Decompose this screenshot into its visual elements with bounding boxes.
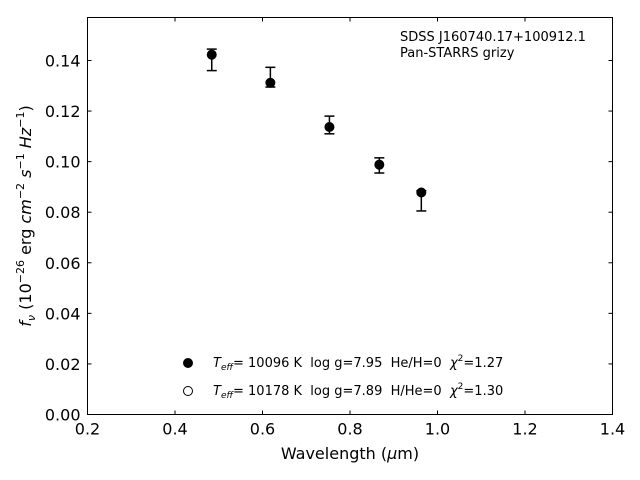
data-point (265, 77, 276, 88)
x-tick-label: 0.6 (250, 420, 275, 439)
y-tick-label: 0.02 (45, 355, 81, 374)
x-tick-label: 0.4 (162, 420, 187, 439)
y-tick-label: 0.14 (45, 51, 81, 70)
error-bars (206, 48, 427, 212)
y-tick-label: 0.12 (45, 102, 81, 121)
y-tick-label: 0.04 (45, 304, 81, 323)
x-tick-label: 1.2 (512, 420, 537, 439)
data-points (206, 49, 427, 198)
data-point (416, 187, 427, 198)
x-tick-label: 0.2 (75, 420, 100, 439)
y-tick-label: 0.00 (45, 406, 81, 425)
legend-entry-1: Teff= 10096 K log g=7.95 He/H=0 χ2=1.27 (213, 354, 503, 373)
axis-ticks: 0.2 0.4 0.6 0.8 1.0 1.2 1.4 0.00 0.02 0.04 0.06 0.0… (45, 17, 625, 439)
plot-frame (87, 17, 613, 415)
data-point (206, 49, 217, 60)
y-tick-label: 0.08 (45, 203, 81, 222)
x-tick-label: 1.0 (425, 420, 450, 439)
legend-entry-2: Teff= 10178 K log g=7.89 H/He=0 χ2=1.30 (213, 382, 503, 401)
data-point (374, 159, 385, 170)
legend-marker-filled (183, 358, 193, 368)
x-tick-label: 0.8 (337, 420, 362, 439)
y-tick-label: 0.06 (45, 254, 81, 273)
legend: Teff= 10096 K log g=7.95 He/H=0 χ2=1.27 … (183, 354, 503, 401)
photometry-annotation: Pan-STARRS grizy (400, 46, 515, 61)
x-axis-label: Wavelength (μm) (281, 444, 419, 463)
object-name-annotation: SDSS J160740.17+100912.1 (400, 30, 586, 45)
data-point (324, 121, 335, 132)
x-tick-label: 1.4 (600, 420, 625, 439)
y-tick-label: 0.10 (45, 153, 81, 172)
legend-marker-open (183, 386, 193, 396)
y-axis-label: fν (10−26 erg cm−2 s−1 Hz−1) (14, 105, 38, 326)
